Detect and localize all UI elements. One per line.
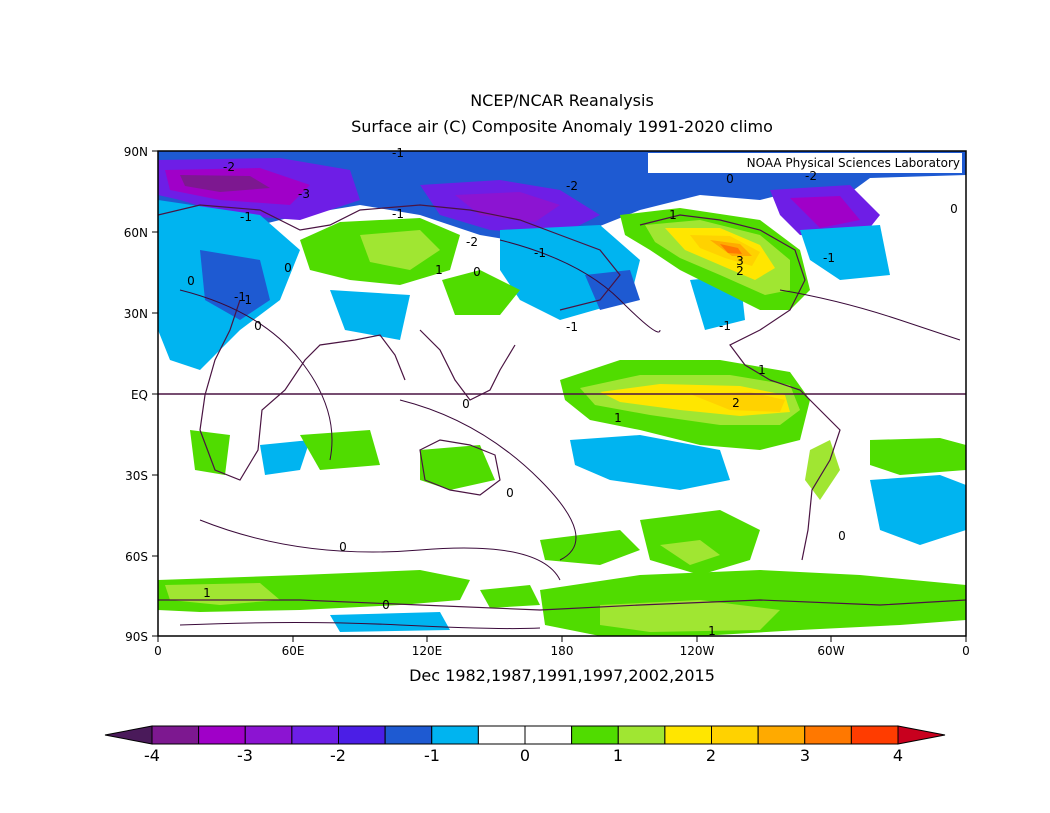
colorbar-label: 3 [800, 746, 810, 765]
lat-label-30s: 30S [125, 469, 148, 483]
lon-label-120w: 120W [680, 644, 715, 658]
colorbar-label: -1 [424, 746, 440, 765]
lat-label-60n: 60N [124, 226, 148, 240]
contour-label: 1 [203, 586, 211, 600]
contour-label: -2 [805, 169, 817, 183]
colorbar-swatch [338, 725, 386, 745]
lat-label-90s: 90S [125, 630, 148, 644]
lat-label-90n: 90N [124, 145, 148, 159]
contour-label: 1 [758, 363, 766, 377]
composite-dates: Dec 1982,1987,1991,1997,2002,2015 [409, 666, 715, 685]
colorbar-swatch [198, 725, 246, 745]
colorbar-label: -4 [144, 746, 160, 765]
contour-label: -3 [298, 187, 310, 201]
contour-label: -1 [392, 146, 404, 160]
colorbar-swatch [664, 725, 712, 745]
colorbar-over-arrow [897, 725, 946, 745]
colorbar-swatch [524, 725, 573, 745]
contour-label: 2 [732, 396, 740, 410]
contour-label: -2 [223, 160, 235, 174]
contour-label: -1 [240, 293, 252, 307]
lon-label-0: 0 [154, 644, 162, 658]
contour-label: -1 [240, 210, 252, 224]
lon-label-180: 180 [551, 644, 574, 658]
contour-label: 0 [339, 540, 347, 554]
lon-label-60w: 60W [817, 644, 844, 658]
lat-label-eq: EQ [131, 388, 148, 402]
lat-label-60s: 60S [125, 550, 148, 564]
colorbar-label: 2 [706, 746, 716, 765]
colorbar-swatch [757, 725, 806, 745]
contour-label: 1 [435, 263, 443, 277]
colorbar-swatch [244, 725, 293, 745]
coastlines [158, 204, 966, 611]
contour-label: -1 [392, 207, 404, 221]
contour-label: 0 [462, 397, 470, 411]
credit-box [648, 153, 962, 173]
lat-label-30n: 30N [124, 307, 148, 321]
colorbar-swatch [617, 725, 666, 745]
colorbar-under-arrow [104, 725, 153, 745]
contour-label-group: -2 -3 -1 -1 -1 -2 -1 -2 -1 -1 -1 -2 0 0 … [187, 146, 958, 638]
contour-lines [179, 239, 961, 630]
colorbar-swatch [711, 725, 759, 745]
lon-tick-marks [157, 636, 967, 642]
contour-label: 1 [614, 411, 622, 425]
contour-label: -2 [466, 235, 478, 249]
colorbar-swatch [477, 725, 526, 745]
contour-label: -1 [823, 251, 835, 265]
colorbar-label: -3 [237, 746, 253, 765]
contour-label: -1 [534, 246, 546, 260]
contour-label: 0 [726, 172, 734, 186]
contour-label: 0 [473, 265, 481, 279]
lon-label-0-east: 0 [962, 644, 970, 658]
lon-label-60e: 60E [282, 644, 305, 658]
colorbar-label: 4 [893, 746, 903, 765]
contour-label: 0 [254, 319, 262, 333]
contour-label: -2 [566, 179, 578, 193]
lat-tick-marks [152, 150, 158, 637]
contour-label: 0 [382, 598, 390, 612]
lon-label-120e: 120E [412, 644, 443, 658]
contour-label: 0 [284, 261, 292, 275]
colorbar-labels: -4 -3 -2 -1 0 1 2 3 4 [144, 746, 903, 765]
contour-label: 0 [187, 274, 195, 288]
colorbar-swatch [291, 725, 339, 745]
contour-label: 3 [736, 254, 744, 268]
contour-label: 2 [736, 264, 744, 278]
contour-label: 0 [838, 529, 846, 543]
lat-labels: 90N 60N 30N EQ 30S 60S 90S [124, 145, 148, 644]
colorbar: -4 -3 -2 -1 0 1 2 3 4 [104, 725, 946, 765]
colorbar-swatch [431, 725, 479, 745]
colorbar-swatch [804, 725, 852, 745]
anomaly-field [158, 151, 966, 636]
contour-label: 1 [669, 208, 677, 222]
colorbar-label: 1 [613, 746, 623, 765]
title-line-2: Surface air (C) Composite Anomaly 1991-2… [351, 117, 773, 136]
contour-label: 1 [708, 624, 716, 638]
colorbar-swatch [151, 725, 200, 745]
colorbar-swatch [384, 725, 433, 745]
colorbar-label: -2 [330, 746, 346, 765]
contour-label: -1 [234, 290, 246, 304]
colorbar-label: 0 [520, 746, 530, 765]
contour-label: -1 [566, 320, 578, 334]
lon-labels: 0 60E 120E 180 120W 60W 0 [154, 644, 970, 658]
credit-text: NOAA Physical Sciences Laboratory [747, 156, 960, 170]
colorbar-swatch [571, 725, 619, 745]
contour-label: 0 [506, 486, 514, 500]
colorbar-swatch [850, 725, 899, 745]
contour-label: -1 [719, 319, 731, 333]
title-line-1: NCEP/NCAR Reanalysis [470, 91, 654, 110]
contour-label: 0 [950, 202, 958, 216]
